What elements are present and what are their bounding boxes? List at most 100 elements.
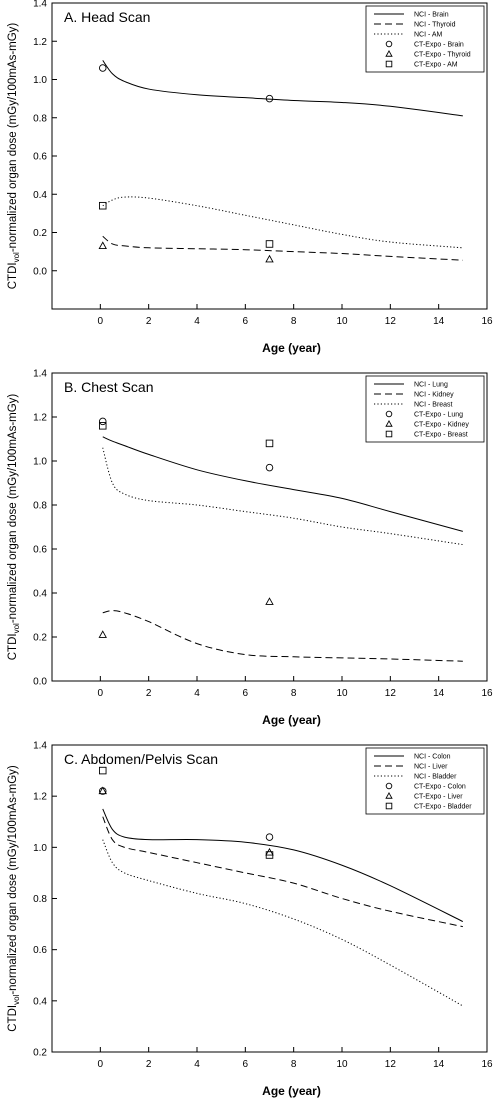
x-tick-label: 6 [243, 1059, 249, 1070]
x-tick-label: 10 [336, 688, 348, 699]
y-tick-label: 1.4 [33, 369, 47, 380]
legend-label: CT-Expo - Brain [414, 42, 464, 49]
legend-label: CT-Expo - Colon [414, 784, 466, 791]
y-label-sub: vol [12, 252, 21, 262]
legend-label: NCI - AM [414, 32, 443, 39]
x-tick-label: 12 [385, 1059, 397, 1070]
legend-label: NCI - Kidney [414, 392, 454, 399]
y-label-rest: -normalized organ dose (mGy/100mAs-mGy) [7, 765, 19, 995]
panel-title: A. Head Scan [64, 9, 150, 25]
y-tick-label: 1.4 [33, 0, 47, 10]
series-line [102, 816, 463, 928]
marker-triangle [385, 791, 393, 799]
series-line [102, 436, 463, 532]
y-tick-label: 0.8 [33, 113, 47, 124]
x-tick-label: 8 [291, 316, 297, 327]
x-tick-label: 2 [146, 688, 152, 699]
y-label-main: CTDI [7, 262, 19, 289]
marker-triangle [265, 254, 274, 263]
y-axis-label: CTDIvol-normalized organ dose (mGy/100mA… [7, 765, 21, 1032]
y-tick-label: 0.0 [33, 677, 47, 688]
legend-box [365, 5, 485, 73]
marker-circle [265, 833, 274, 841]
y-tick-label: 0.2 [33, 228, 47, 239]
y-label-main: CTDI [7, 633, 19, 660]
marker-circle [385, 410, 393, 418]
y-tick-label: 0.6 [33, 152, 47, 163]
y-tick-label: 0.2 [33, 633, 47, 644]
marker-square [265, 851, 274, 859]
x-axis-label: Age (year) [262, 713, 321, 727]
marker-square [98, 766, 107, 775]
x-tick-label: 12 [385, 316, 397, 327]
marker-square [265, 439, 274, 448]
x-tick-label: 16 [481, 688, 493, 699]
y-tick-label: 0.4 [33, 190, 47, 201]
y-tick-label: 0.4 [33, 589, 47, 600]
y-tick-label: 0.2 [33, 1048, 47, 1059]
series-line [102, 235, 463, 261]
series-line [102, 808, 464, 922]
y-tick-label: 1.4 [33, 741, 47, 752]
x-tick-label: 8 [291, 1059, 297, 1070]
legend-label: NCI - Brain [414, 12, 449, 19]
marker-triangle [385, 49, 393, 57]
legend-label: CT-Expo - Bladder [414, 804, 472, 811]
panel-title: B. Chest Scan [64, 379, 154, 395]
x-tick-label: 6 [243, 688, 249, 699]
x-axis-label: Age (year) [262, 341, 321, 355]
y-tick-label: 1.2 [33, 413, 47, 424]
y-tick-label: 0.8 [33, 894, 47, 905]
panel: 0.0 0.2 0.4 0.6 0.8 1.0 1.2 1.4 0 2 4 6 8 10 12 14 16 Age… [7, 369, 493, 728]
marker-square [385, 60, 393, 68]
x-tick-label: 6 [243, 316, 249, 327]
y-tick-label: 0.6 [33, 945, 47, 956]
x-tick-label: 14 [433, 1059, 445, 1070]
x-tick-label: 0 [98, 1059, 104, 1070]
y-axis-label: CTDIvol-normalized organ dose (mGy/100mA… [7, 394, 21, 661]
x-tick-label: 14 [433, 688, 445, 699]
y-tick-label: 1.2 [33, 37, 47, 48]
series-line [102, 196, 463, 249]
marker-circle [265, 94, 274, 103]
x-tick-label: 14 [433, 316, 445, 327]
plot-frame [51, 372, 488, 682]
series-line [102, 447, 463, 546]
y-label-rest: -normalized organ dose (mGy/100mAs-mGy) [7, 394, 19, 624]
marker-triangle [385, 419, 393, 427]
x-tick-label: 4 [194, 316, 200, 327]
x-tick-label: 2 [146, 316, 152, 327]
marker-square [385, 430, 393, 438]
legend-label: NCI - Liver [414, 764, 448, 771]
x-tick-label: 0 [98, 688, 104, 699]
legend-box [365, 747, 485, 815]
y-tick-label: 1.0 [33, 843, 47, 854]
legend-label: NCI - Thyroid [414, 22, 456, 29]
y-label-rest: -normalized organ dose (mGy/100mAs-mGy) [7, 23, 19, 253]
panel-title: C. Abdomen/Pelvis Scan [64, 751, 218, 767]
legend-label: NCI - Bladder [414, 774, 457, 781]
marker-triangle [98, 241, 107, 249]
y-label-sub: vol [12, 623, 21, 633]
y-tick-label: 0.4 [33, 996, 47, 1007]
legend-box [365, 375, 485, 443]
y-tick-label: 0.8 [33, 501, 47, 512]
x-tick-label: 10 [336, 1059, 348, 1070]
series-line [102, 839, 464, 1007]
marker-circle [98, 64, 107, 72]
marker-square [265, 240, 274, 248]
series-line [102, 60, 463, 117]
x-tick-label: 16 [481, 1059, 493, 1070]
marker-circle [385, 782, 393, 790]
marker-triangle [265, 597, 274, 605]
legend-label: CT-Expo - Breast [414, 432, 468, 439]
marker-triangle [98, 630, 107, 638]
y-tick-label: 0.6 [33, 545, 47, 556]
x-tick-label: 12 [385, 688, 397, 699]
marker-triangle [98, 786, 107, 795]
legend-label: CT-Expo - Lung [414, 412, 463, 419]
marker-circle [385, 40, 393, 48]
marker-square [385, 802, 393, 810]
x-tick-label: 8 [291, 688, 297, 699]
